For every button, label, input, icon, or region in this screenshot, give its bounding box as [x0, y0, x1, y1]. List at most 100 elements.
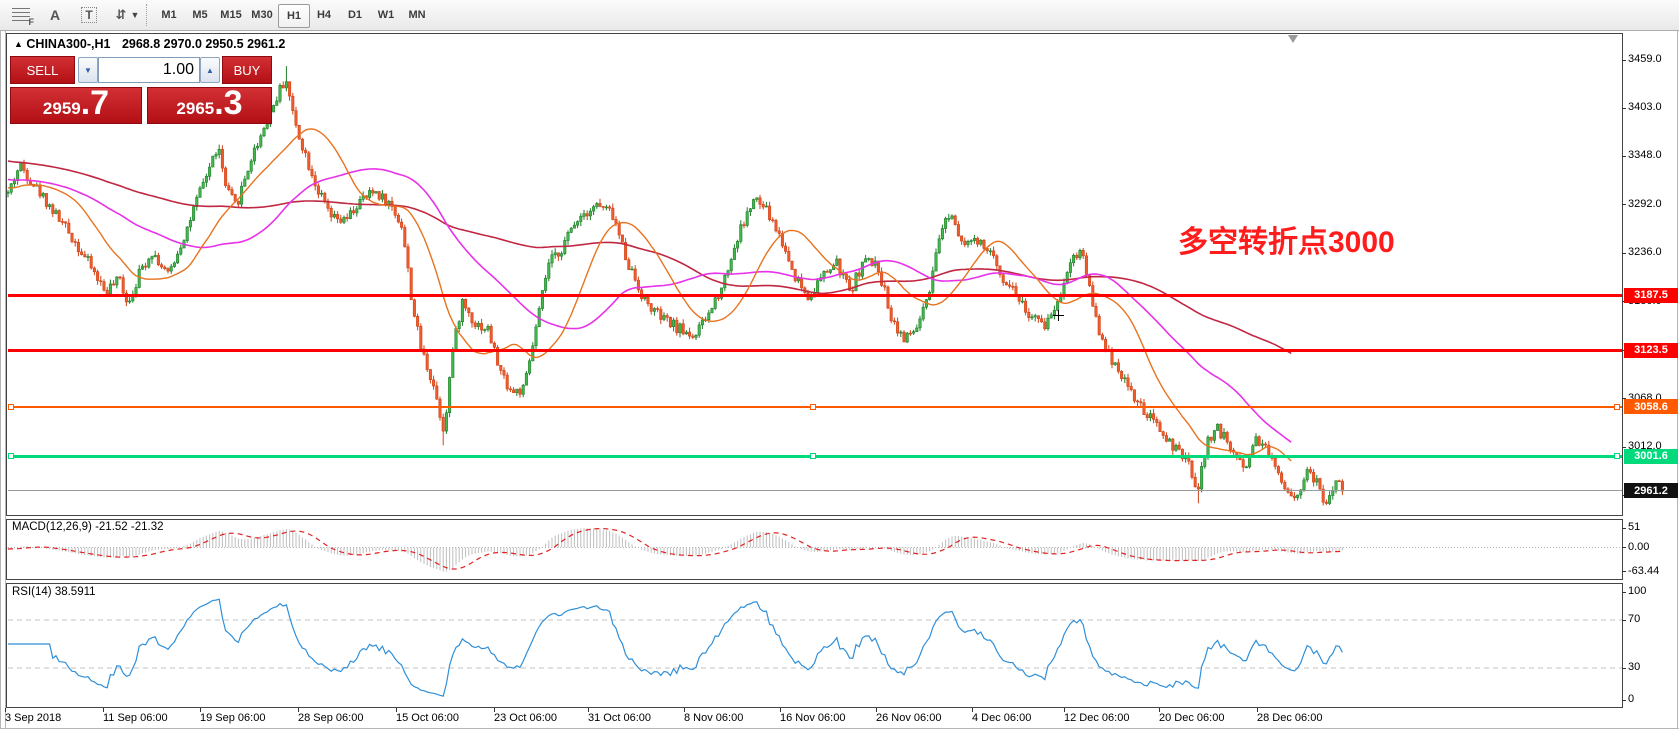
- price-tick-label: 3348.0: [1628, 149, 1662, 162]
- arrows-tool-icon[interactable]: ⇵: [115, 7, 127, 22]
- rsi-scale-tick-mark: [1622, 591, 1626, 593]
- window-left-inner-edge: [5, 31, 6, 728]
- time-axis-label[interactable]: 26 Nov 06:00: [876, 712, 942, 724]
- rsi-scale-tick-mark: [1622, 667, 1626, 669]
- sell-price-button[interactable]: 2959.7: [10, 84, 142, 124]
- time-axis-label[interactable]: 28 Sep 06:00: [298, 712, 364, 724]
- time-axis-label[interactable]: 20 Dec 06:00: [1159, 712, 1225, 724]
- time-axis-label[interactable]: 11 Sep 06:00: [103, 712, 168, 724]
- time-axis-tick-mark: [1257, 708, 1258, 712]
- volume-decrease-button[interactable]: ▼: [78, 57, 98, 83]
- macd-scale-tick-mark: [1622, 527, 1626, 529]
- macd-scale-label: -63.44: [1628, 564, 1660, 577]
- price-badge-3001.6: 3001.6: [1624, 448, 1678, 464]
- line-handle-3058.6-2[interactable]: [1614, 403, 1620, 410]
- time-axis-tick-mark: [103, 708, 104, 712]
- time-axis-tick-mark: [298, 708, 299, 712]
- horizontal-line-3123.5[interactable]: [8, 348, 1622, 352]
- time-axis-label[interactable]: 23 Oct 06:00: [494, 712, 557, 724]
- time-axis-tick-mark: [684, 708, 685, 712]
- time-axis-label[interactable]: 8 Nov 06:00: [684, 712, 744, 724]
- price-axis-tick-mark: [1622, 107, 1626, 109]
- title-collapse-arrow[interactable]: ▲: [14, 39, 23, 49]
- sell-price-main: 2959: [42, 99, 81, 118]
- price-axis-tick-mark: [1622, 204, 1626, 206]
- current-price-line: [8, 490, 1622, 492]
- time-axis-tick-mark: [5, 708, 6, 712]
- crosshair-cursor-h: [1053, 315, 1064, 316]
- line-handle-3001.6-2[interactable]: [1614, 453, 1620, 460]
- price-axis-tick-mark: [1622, 252, 1626, 254]
- volume-input[interactable]: 1.00: [98, 57, 200, 83]
- chart-title: ▲ CHINA300-,H1 2968.8 2970.0 2950.5 2961…: [14, 37, 285, 51]
- price-tick-label: 3236.0: [1628, 246, 1662, 259]
- fibo-lines-icon[interactable]: F: [6, 3, 36, 27]
- time-axis-label[interactable]: 3 Sep 2018: [5, 712, 62, 724]
- macd-scale-tick-mark: [1622, 547, 1626, 548]
- text-annotation[interactable]: 多空转折点3000: [1178, 226, 1395, 259]
- time-axis-label[interactable]: 28 Dec 06:00: [1257, 712, 1323, 724]
- time-axis-label[interactable]: 16 Nov 06:00: [780, 712, 846, 724]
- sell-button[interactable]: SELL: [10, 56, 75, 84]
- price-axis-tick-mark: [1622, 59, 1626, 61]
- time-axis-tick-mark: [1064, 708, 1065, 712]
- timeframe-button-m30[interactable]: M30: [251, 9, 273, 21]
- price-tick-label: 3403.0: [1628, 101, 1662, 114]
- macd-label: MACD(12,26,9) -21.52 -21.32: [12, 521, 164, 533]
- timeframe-button-d1[interactable]: D1: [347, 9, 363, 21]
- timeframe-button-h4[interactable]: H4: [316, 9, 332, 21]
- price-badge-3187.5: 3187.5: [1624, 287, 1678, 303]
- line-handle-3001.6-1[interactable]: [810, 453, 816, 460]
- buy-button[interactable]: BUY: [222, 56, 272, 84]
- toolbar-separator: [146, 4, 148, 26]
- timeframe-button-m15[interactable]: M15: [220, 9, 242, 21]
- rsi-indicator-chart[interactable]: [6, 583, 1623, 708]
- window-bottom-edge: [0, 728, 1679, 729]
- timeframe-button-w1[interactable]: W1: [377, 9, 395, 21]
- horizontal-line-3187.5[interactable]: [8, 293, 1622, 297]
- title-ohlc: 2968.8 2970.0 2950.5 2961.2: [121, 37, 286, 51]
- volume-increase-button[interactable]: ▲: [200, 57, 220, 83]
- time-axis-tick-mark: [588, 708, 589, 712]
- time-axis-label[interactable]: 15 Oct 06:00: [396, 712, 459, 724]
- line-handle-3001.6-0[interactable]: [8, 453, 14, 460]
- window-left-edge: [0, 31, 1, 728]
- rsi-scale-label: 100: [1628, 585, 1647, 597]
- time-axis-tick-mark: [876, 708, 877, 712]
- timeframe-button-mn[interactable]: MN: [408, 9, 426, 21]
- price-badge-3123.5: 3123.5: [1624, 342, 1678, 358]
- buy-price-main: 2965: [176, 99, 215, 118]
- timeframe-button-m5[interactable]: M5: [192, 9, 208, 21]
- time-axis-tick-mark: [972, 708, 973, 712]
- buy-price-pips: .3: [214, 84, 243, 122]
- rsi-scale-label: 0: [1628, 693, 1635, 705]
- line-handle-3058.6-0[interactable]: [8, 403, 14, 410]
- timeframe-button-m1[interactable]: M1: [161, 9, 177, 21]
- macd-scale-label: 0.00: [1628, 540, 1650, 553]
- rsi-scale-label: 30: [1628, 661, 1641, 673]
- time-axis-label[interactable]: 31 Oct 06:00: [588, 712, 651, 724]
- price-axis-tick-mark: [1622, 398, 1626, 400]
- text-tool-icon[interactable]: T: [74, 3, 104, 27]
- rsi-scale-label: 70: [1628, 613, 1641, 625]
- macd-indicator-chart[interactable]: [6, 519, 1623, 580]
- sell-price-pips: .7: [80, 84, 110, 122]
- time-axis-label[interactable]: 19 Sep 06:00: [200, 712, 266, 724]
- time-axis-tick-mark: [396, 708, 397, 712]
- text-label-icon[interactable]: A: [49, 7, 61, 23]
- rsi-scale-tick-mark: [1622, 699, 1626, 701]
- timeframe-button-h1[interactable]: H1: [278, 4, 310, 28]
- time-axis-tick-mark: [200, 708, 201, 712]
- time-axis-label[interactable]: 4 Dec 06:00: [972, 712, 1032, 724]
- price-badge-2961.2: 2961.2: [1624, 483, 1678, 499]
- price-tick-label: 3292.0: [1628, 197, 1662, 210]
- arrows-dropdown-caret[interactable]: ▼: [130, 10, 140, 20]
- buy-price-button[interactable]: 2965.3: [147, 84, 272, 124]
- price-badge-3058.6: 3058.6: [1624, 399, 1678, 415]
- toolbar: F A T ⇵ ▼ M1 M5 M15 M30 H1 H4 D1 W1 MN: [0, 0, 1679, 31]
- time-axis-label[interactable]: 12 Dec 06:00: [1064, 712, 1130, 724]
- main-price-chart[interactable]: [6, 33, 1623, 516]
- time-axis-tick-mark: [780, 708, 781, 712]
- line-handle-3058.6-1[interactable]: [810, 403, 816, 410]
- title-symbol: CHINA300-,H1: [26, 37, 111, 51]
